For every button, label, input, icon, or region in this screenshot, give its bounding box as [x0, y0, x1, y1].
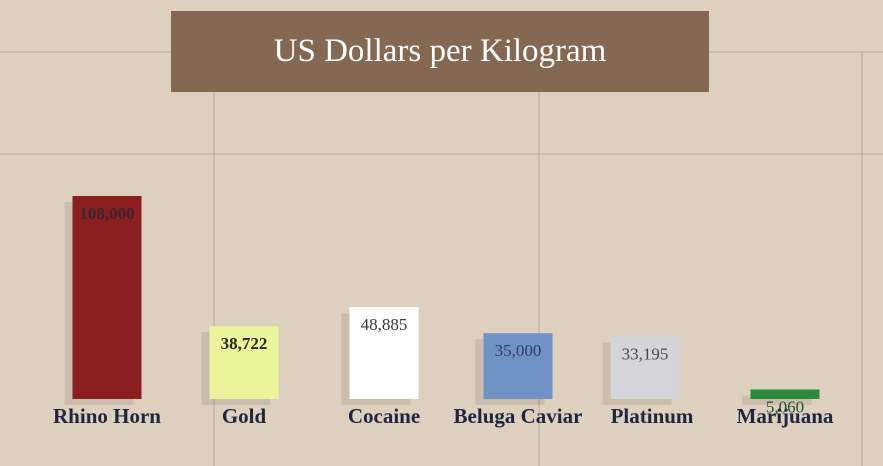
value-labels-group: 108,000 38,722 48,885 35,000 33,195 5,060: [79, 204, 804, 416]
bar-shadow: [742, 395, 812, 405]
value-label: 33,195: [622, 345, 669, 364]
bar: [349, 307, 419, 399]
value-label: 108,000: [79, 204, 134, 223]
category-label: Cocaine: [348, 404, 420, 428]
category-label: Platinum: [611, 404, 694, 428]
category-label: Marijuana: [737, 404, 834, 428]
bars-group: [64, 196, 820, 405]
value-label: 5,060: [766, 397, 804, 416]
bar: [610, 336, 680, 399]
category-labels-group: Rhino Horn Gold Cocaine Beluga Caviar Platin…: [53, 404, 834, 428]
category-label: Gold: [222, 404, 267, 428]
value-label: 35,000: [495, 341, 542, 360]
value-label: 38,722: [221, 334, 268, 353]
value-label: 48,885: [361, 315, 408, 334]
chart-title: US Dollars per Kilogram: [171, 11, 709, 92]
bar: [72, 196, 142, 399]
category-label: Rhino Horn: [53, 404, 161, 428]
bar: [750, 389, 820, 399]
bar: [209, 326, 279, 399]
category-label: Beluga Caviar: [454, 404, 583, 428]
bar: [483, 333, 553, 399]
